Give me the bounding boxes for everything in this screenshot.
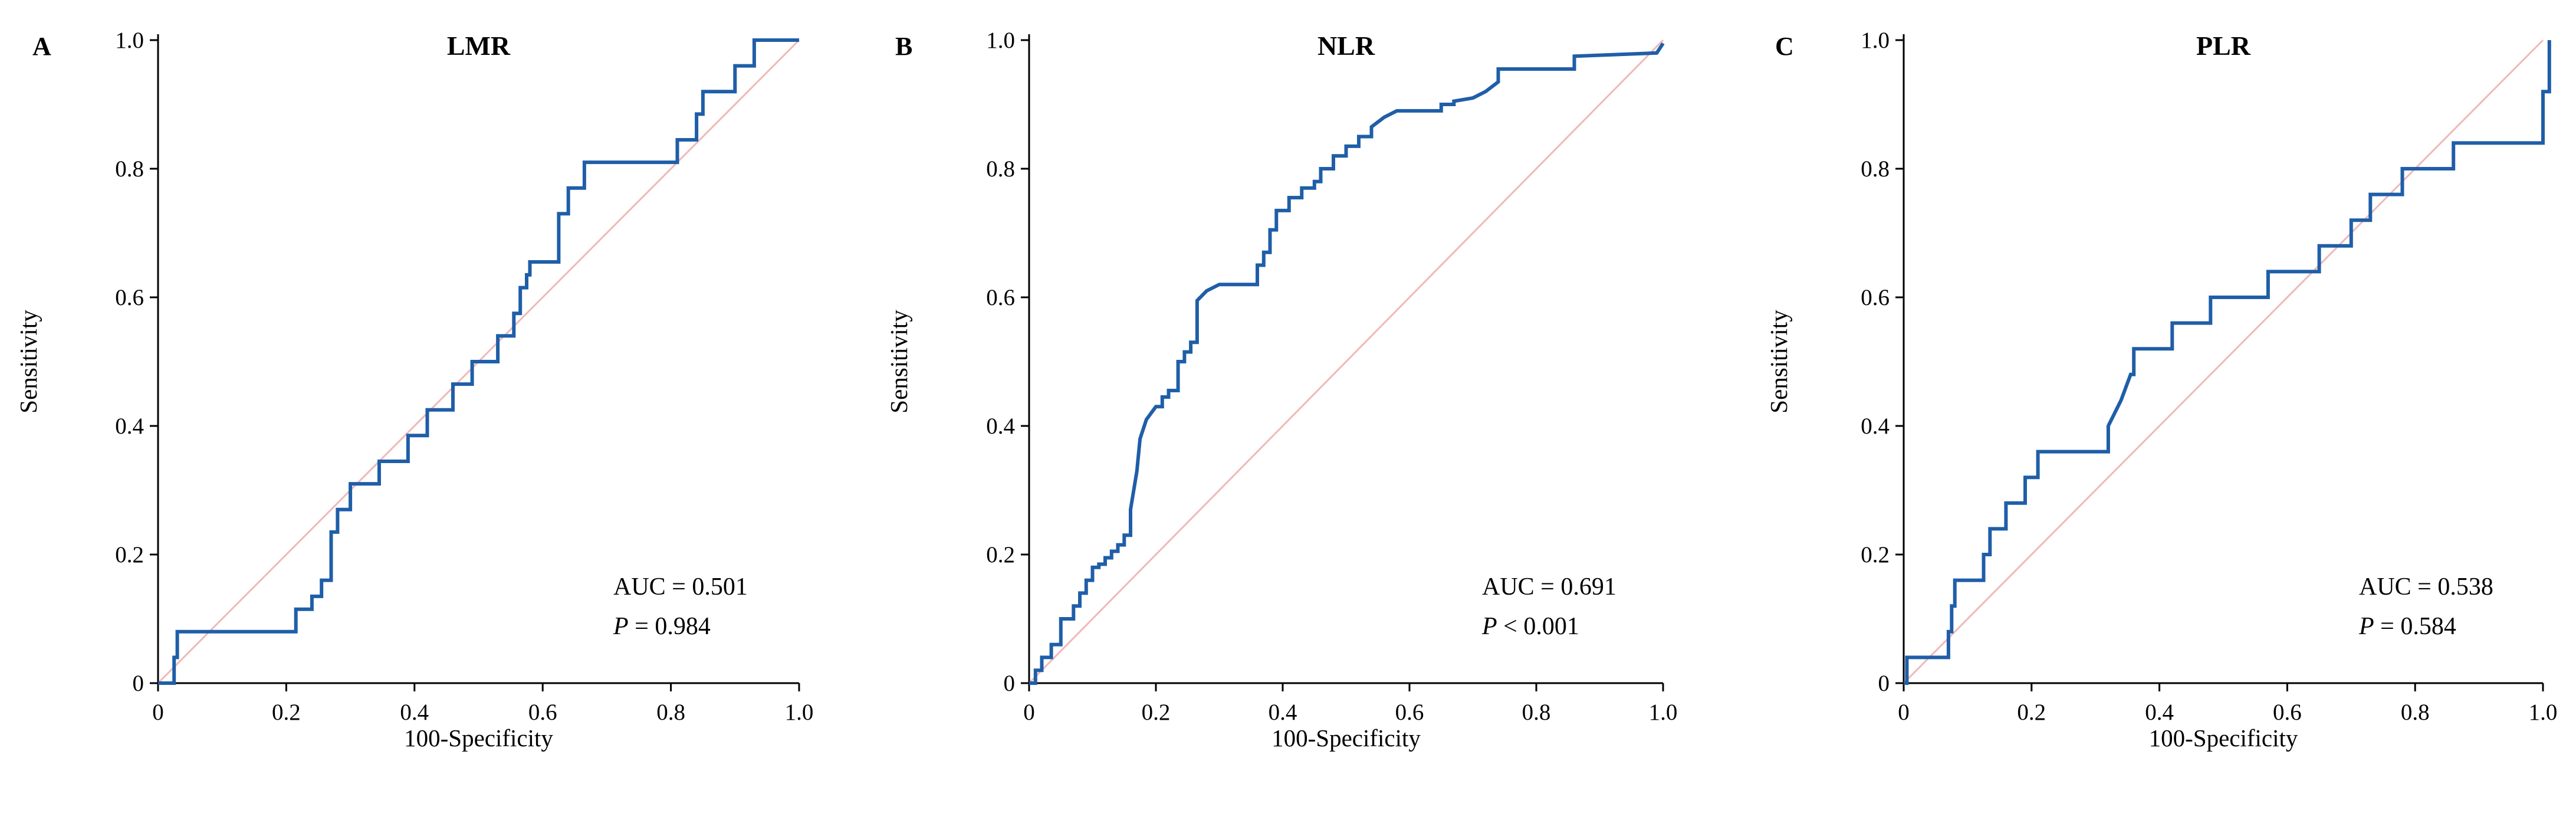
y-tick-label: 0.8 [1861, 156, 1890, 182]
y-tick-label: 0.8 [115, 156, 144, 182]
panel-letter: C [1775, 32, 1794, 61]
p-value: = 0.984 [629, 613, 711, 640]
auc-annotation: AUC = 0.538 [2359, 573, 2493, 601]
x-tick-label: 0.2 [272, 700, 301, 725]
p-value-annotation: P = 0.984 [613, 613, 711, 640]
x-tick-label: 1.0 [785, 700, 814, 725]
y-tick-label: 0.6 [115, 285, 144, 310]
x-axis-label: 100-Specificity [2149, 724, 2298, 752]
y-tick-label: 0.4 [115, 414, 144, 439]
x-tick-label: 0.4 [1269, 700, 1297, 725]
panel-lmr: A LMR 00 0.2 0.2 0.4 0.4 0.6 0.6 0.8 0.8 1.0 1.0 100-… [15, 28, 813, 752]
x-tick-label: 0.8 [1522, 700, 1551, 725]
x-tick-label: 0.4 [2145, 700, 2174, 725]
chart-title: PLR [2196, 31, 2251, 61]
p-label: P [1481, 613, 1497, 640]
roc-curve [1904, 40, 2551, 685]
roc-curve [1029, 42, 1665, 685]
roc-curve [158, 38, 799, 685]
x-tick-label: 0.8 [2401, 700, 2430, 725]
x-tick-label: 0.6 [2273, 700, 2302, 725]
y-tick-label: 0.2 [1861, 542, 1890, 568]
y-tick-label: 0 [1004, 671, 1016, 696]
x-tick-label: 0.2 [1142, 700, 1171, 725]
y-tick-label: 1.0 [115, 28, 144, 53]
y-tick-label: 0.2 [115, 542, 144, 568]
y-axis-label: Sensitivity [15, 310, 42, 414]
y-tick-label: 0.2 [986, 542, 1015, 568]
p-value-annotation: P = 0.584 [2358, 613, 2456, 640]
x-tick-label: 1.0 [2529, 700, 2558, 725]
x-axis-label: 100-Specificity [1271, 724, 1421, 752]
p-value: = 0.584 [2374, 613, 2456, 640]
reference-line [1028, 39, 1664, 684]
panel-nlr: B NLR 00 0.2 0.2 0.4 0.4 0.6 0.6 0.8 0.8 1.0 1.0 100-… [885, 28, 1677, 752]
y-tick-label: 1.0 [1861, 28, 1890, 53]
x-tick-label: 0.6 [1395, 700, 1424, 725]
auc-annotation: AUC = 0.501 [613, 573, 748, 601]
y-axis-label: Sensitivity [1765, 310, 1792, 414]
x-tick-label: 0.4 [400, 700, 429, 725]
p-label: P [613, 613, 629, 640]
x-tick-label: 0 [152, 700, 164, 725]
y-tick-label: 0.4 [1861, 414, 1890, 439]
y-tick-label: 0.6 [986, 285, 1015, 310]
panel-letter: B [895, 32, 912, 61]
y-tick-label: 0.6 [1861, 285, 1890, 310]
chart-title: NLR [1317, 31, 1375, 61]
x-axis-label: 100-Specificity [404, 724, 553, 752]
x-tick-label: 0.6 [528, 700, 557, 725]
auc-annotation: AUC = 0.691 [1482, 573, 1616, 601]
p-label: P [2358, 613, 2374, 640]
p-value-annotation: P < 0.001 [1481, 613, 1579, 640]
y-tick-label: 1.0 [986, 28, 1015, 53]
x-tick-label: 0 [1023, 700, 1035, 725]
x-tick-label: 1.0 [1649, 700, 1678, 725]
reference-line [1903, 39, 2544, 684]
y-tick-label: 0 [1878, 671, 1890, 696]
panel-plr: C PLR 00 0.2 0.2 0.4 0.4 0.6 0.6 0.8 0.8 1.0 1.0 100-… [1765, 28, 2557, 752]
y-axis-label: Sensitivity [885, 310, 912, 414]
x-tick-label: 0 [1898, 700, 1910, 725]
x-tick-label: 0.8 [656, 700, 685, 725]
p-value: < 0.001 [1497, 613, 1579, 640]
y-tick-label: 0.4 [986, 414, 1015, 439]
chart-title: LMR [447, 31, 511, 61]
panel-letter: A [32, 32, 51, 61]
x-tick-label: 0.2 [2017, 700, 2046, 725]
y-tick-label: 0.8 [986, 156, 1015, 182]
y-tick-label: 0 [133, 671, 144, 696]
